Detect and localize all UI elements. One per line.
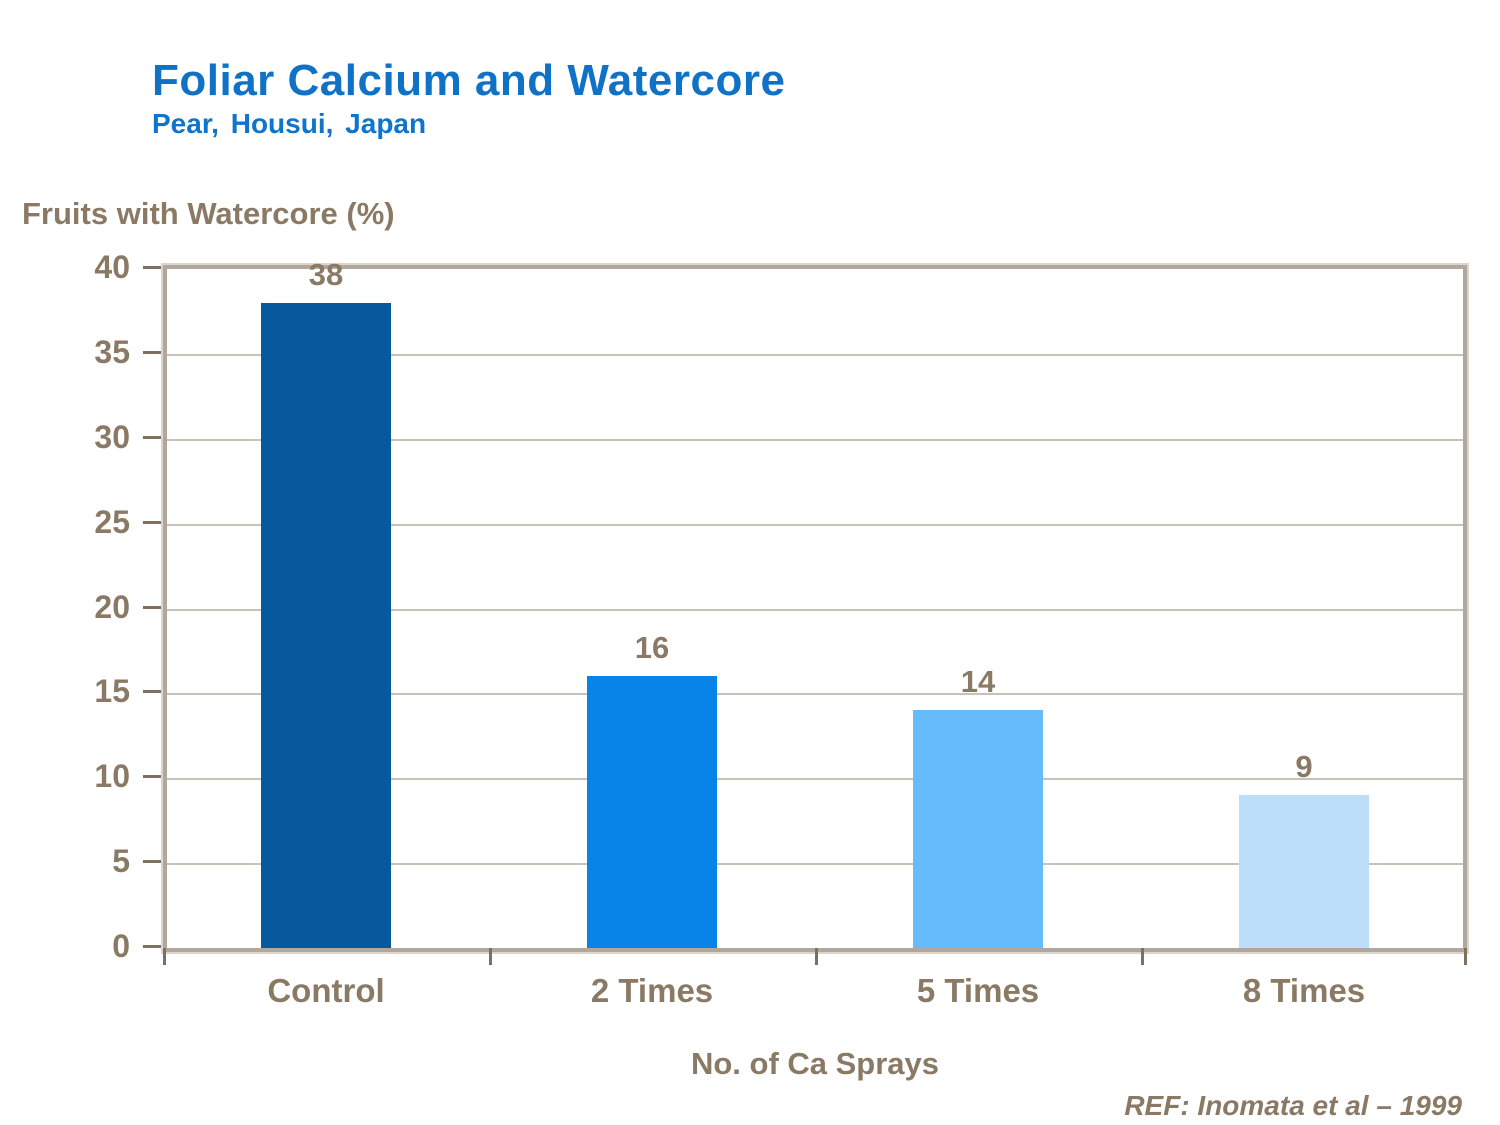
chart-title: Foliar Calcium and Watercore bbox=[152, 56, 786, 105]
x-axis-title: No. of Ca Sprays bbox=[690, 1046, 940, 1081]
y-tick-mark-0 bbox=[143, 945, 161, 948]
y-tick-label-35: 35 bbox=[94, 333, 130, 370]
y-tick-mark-10 bbox=[143, 775, 161, 779]
y-tick-label-10: 10 bbox=[94, 758, 130, 795]
x-tick-mark-4 bbox=[1464, 948, 1467, 965]
y-tick-mark-20 bbox=[143, 605, 161, 609]
bar-8-times bbox=[1239, 795, 1369, 948]
value-label-2-times: 16 bbox=[634, 630, 670, 666]
x-tick-mark-0 bbox=[163, 948, 166, 965]
gridline-5 bbox=[167, 863, 1463, 866]
value-label-8-times: 9 bbox=[1295, 749, 1313, 785]
plot-area bbox=[161, 263, 1469, 954]
y-tick-mark-35 bbox=[143, 350, 161, 354]
y-tick-label-30: 30 bbox=[94, 418, 130, 455]
reference-text: REF: Inomata et al – 1999 bbox=[1124, 1090, 1462, 1121]
x-category-label-control: Control bbox=[267, 972, 385, 1009]
x-tick-mark-1 bbox=[489, 948, 492, 965]
gridline-35 bbox=[167, 353, 1463, 356]
gridline-10 bbox=[167, 778, 1463, 781]
y-tick-label-15: 15 bbox=[94, 673, 130, 710]
bar-5-times bbox=[913, 710, 1043, 948]
y-tick-label-5: 5 bbox=[112, 843, 130, 880]
y-tick-label-0: 0 bbox=[112, 928, 130, 964]
value-label-5-times: 14 bbox=[960, 664, 996, 700]
y-tick-mark-30 bbox=[143, 435, 161, 439]
bar-control bbox=[261, 302, 391, 948]
chart-subtitle: Pear, Housui, Japan bbox=[152, 108, 427, 139]
x-tick-mark-3 bbox=[1141, 948, 1144, 965]
bar-2-times bbox=[587, 676, 717, 948]
y-tick-mark-25 bbox=[143, 520, 161, 524]
gridline-15 bbox=[167, 693, 1463, 696]
y-axis-title: Fruits with Watercore (%) bbox=[22, 196, 395, 231]
y-tick-mark-40 bbox=[143, 266, 161, 269]
x-category-label-2-times: 2 Times bbox=[590, 972, 714, 1009]
gridline-30 bbox=[167, 438, 1463, 441]
x-category-label-5-times: 5 Times bbox=[916, 972, 1040, 1009]
gridline-20 bbox=[167, 608, 1463, 611]
x-category-label-8-times: 8 Times bbox=[1242, 972, 1366, 1009]
y-tick-label-20: 20 bbox=[94, 588, 130, 625]
y-tick-label-25: 25 bbox=[94, 503, 130, 540]
y-tick-mark-15 bbox=[143, 690, 161, 694]
y-tick-mark-5 bbox=[143, 860, 161, 864]
gridline-25 bbox=[167, 523, 1463, 526]
x-tick-mark-2 bbox=[815, 948, 818, 965]
y-tick-label-40: 40 bbox=[94, 249, 130, 285]
value-label-control: 38 bbox=[308, 256, 344, 292]
